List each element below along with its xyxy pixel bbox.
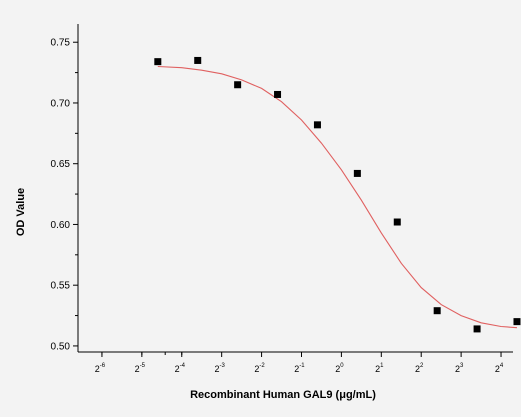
x-tick-label: 22 bbox=[415, 363, 424, 374]
data-point bbox=[154, 58, 162, 66]
x-tick-label: 2-3 bbox=[214, 363, 225, 374]
data-point bbox=[234, 81, 242, 89]
curve-layer bbox=[157, 65, 518, 329]
x-tick-label: 2-1 bbox=[294, 363, 305, 374]
data-point bbox=[274, 90, 282, 98]
y-tick-label: 0.55 bbox=[51, 281, 71, 292]
y-tick-label: 0.50 bbox=[51, 341, 71, 352]
data-point bbox=[313, 121, 321, 129]
data-point bbox=[513, 318, 521, 326]
data-point bbox=[194, 56, 202, 64]
x-tick-label: 24 bbox=[495, 363, 504, 374]
points-layer bbox=[154, 56, 521, 333]
x-tick-label: 20 bbox=[335, 363, 344, 374]
axes-layer bbox=[77, 24, 513, 353]
x-tick-label: 23 bbox=[455, 363, 464, 374]
y-tick-label: 0.60 bbox=[51, 220, 71, 231]
x-tick-label: 2-6 bbox=[95, 363, 106, 374]
x-tick-label: 2-5 bbox=[135, 363, 146, 374]
fit-curve-line bbox=[157, 65, 518, 329]
x-tick-label: 2-4 bbox=[175, 363, 186, 374]
x-tick-label: 21 bbox=[375, 363, 384, 374]
y-tick-label: 0.70 bbox=[51, 98, 71, 109]
y-tick-label: 0.75 bbox=[51, 38, 71, 49]
y-axis-title: OD Value bbox=[15, 188, 27, 236]
data-point bbox=[353, 169, 361, 177]
data-point bbox=[433, 307, 441, 315]
x-tick-label: 2-2 bbox=[254, 363, 265, 374]
y-tick-label: 0.65 bbox=[51, 159, 71, 170]
data-point bbox=[393, 218, 401, 226]
ticks-layer: 0.50 0.55 0.60 0.65 0.70 0.75 2-6 2-5 2-4 2-3 2-2 2… bbox=[51, 38, 504, 374]
x-axis-title: Recombinant Human GAL9 (μg/mL) bbox=[190, 389, 376, 401]
data-point bbox=[473, 325, 481, 333]
